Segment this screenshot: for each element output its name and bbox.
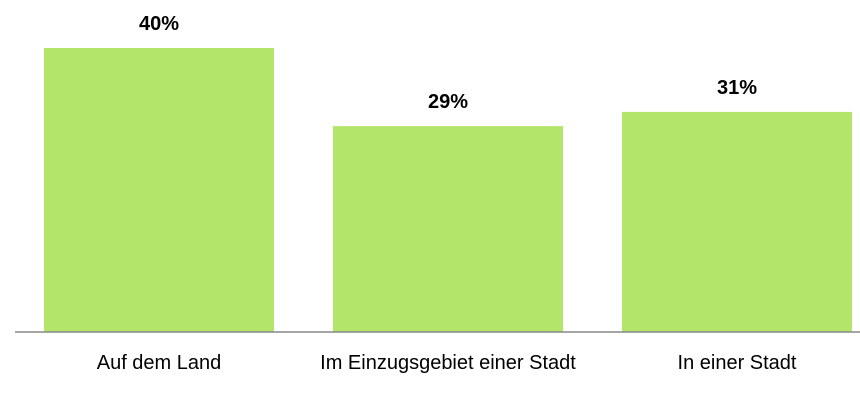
x-tick-label: Im Einzugsgebiet einer Stadt — [320, 352, 576, 374]
bar — [44, 48, 274, 332]
value-label: 40% — [139, 13, 179, 35]
x-tick-label: Auf dem Land — [97, 352, 222, 374]
value-label: 31% — [717, 77, 757, 99]
x-tick-label: In einer Stadt — [678, 352, 797, 374]
value-label: 29% — [428, 91, 468, 113]
bar — [622, 111, 852, 333]
bar — [333, 126, 563, 332]
